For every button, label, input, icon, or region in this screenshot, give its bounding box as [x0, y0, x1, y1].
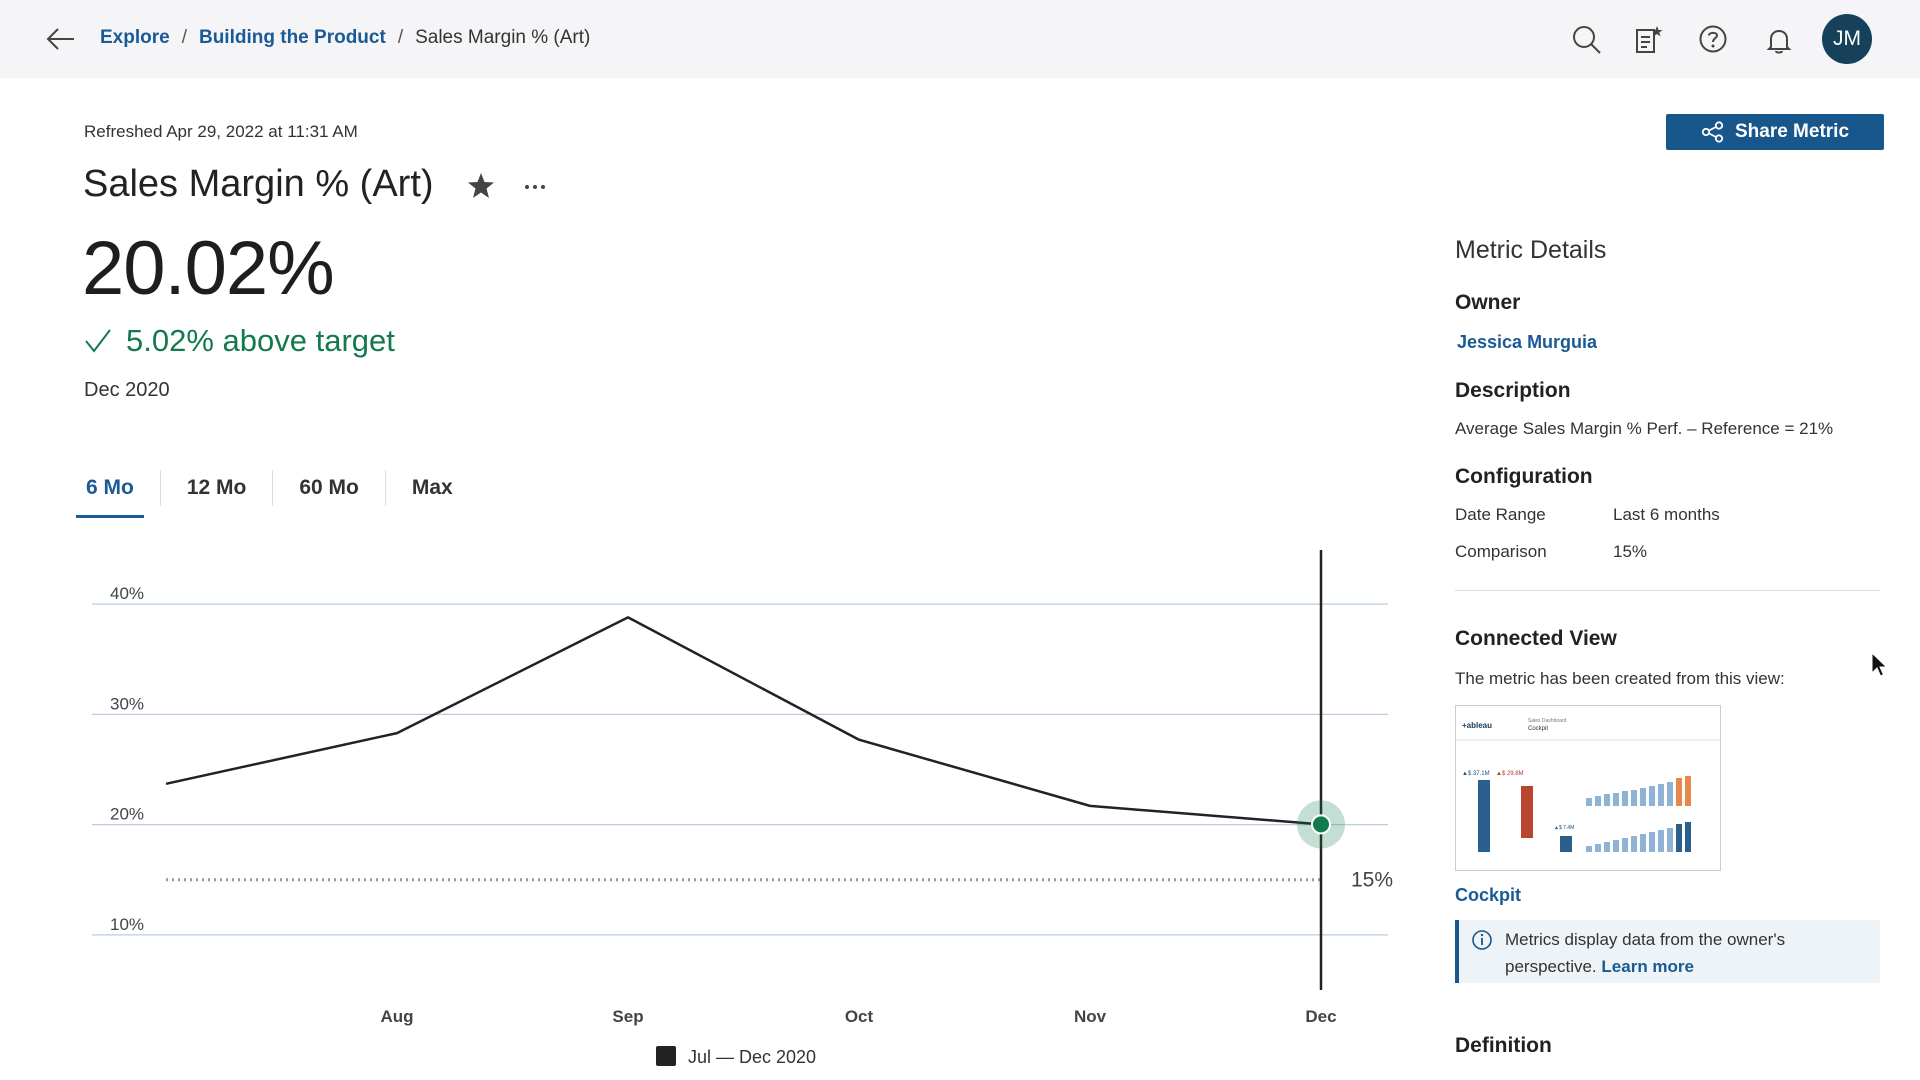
breadcrumb: Explore / Building the Product / Sales M…	[100, 27, 590, 49]
metric-details-panel: Metric Details Owner Jessica Murguia Des…	[1455, 236, 1880, 983]
owner-link[interactable]: Jessica Murguia	[1457, 332, 1598, 352]
tab-divider	[159, 470, 161, 506]
tab-60-mo[interactable]: 60 Mo	[299, 476, 359, 499]
target-label: 15%	[1351, 869, 1393, 892]
info-text-block: Metrics display data from the owner's pe…	[1505, 926, 1868, 977]
back-arrow-icon[interactable]	[44, 24, 76, 54]
x-tick-label: Nov	[1074, 1007, 1107, 1026]
metric-line-chart: 40% 30% 20% 10% 15% Aug Sep Oct Nov Dec Jul — Dec …	[92, 550, 1393, 1067]
tab-divider	[272, 470, 274, 506]
breadcrumb-explore[interactable]: Explore	[100, 27, 170, 48]
metric-period: Dec 2020	[84, 379, 170, 401]
connected-view-thumbnail[interactable]: +ableau Sales Dashboard Cockpit ▲$ 37.1M…	[1455, 705, 1721, 871]
configuration-heading: Configuration	[1455, 465, 1593, 488]
thumbnail-value: ▲$ 29.8M	[1496, 771, 1524, 777]
y-tick-label: 20%	[110, 805, 144, 824]
data-point	[626, 615, 630, 619]
data-point	[1088, 804, 1092, 808]
config-value: Last 6 months	[1613, 505, 1720, 524]
info-callout: Metrics display data from the owner's pe…	[1455, 920, 1880, 983]
divider	[1455, 590, 1880, 591]
share-metric-button[interactable]: Share Metric	[1666, 114, 1884, 150]
metric-details-title: Metric Details	[1455, 236, 1607, 264]
description-heading: Description	[1455, 379, 1571, 402]
config-row: Date Range Last 6 months	[1455, 505, 1880, 525]
share-icon	[1701, 121, 1724, 143]
definition-heading: Definition	[1455, 1034, 1552, 1057]
tab-6-mo[interactable]: 6 Mo	[76, 468, 144, 518]
refreshed-timestamp: Refreshed Apr 29, 2022 at 11:31 AM	[84, 122, 358, 141]
info-text: Metrics display data from the owner's pe…	[1505, 930, 1786, 976]
y-tick-label: 10%	[110, 915, 144, 934]
thumbnail-caption: Cockpit	[1528, 726, 1548, 732]
recents-icon[interactable]	[1634, 24, 1666, 56]
share-metric-label: Share Metric	[1734, 121, 1850, 142]
thumbnail-logo-text: +ableau	[1462, 721, 1492, 730]
target-text: 5.02% above target	[126, 323, 395, 358]
search-icon[interactable]	[1571, 24, 1603, 56]
config-value: 15%	[1613, 542, 1648, 561]
data-point	[395, 731, 399, 735]
more-options-icon[interactable]	[520, 172, 550, 202]
avatar[interactable]: JM	[1822, 14, 1872, 64]
highlight-point	[1311, 814, 1331, 835]
check-icon	[85, 329, 111, 353]
config-key: Date Range	[1455, 505, 1546, 524]
mouse-cursor-icon	[1871, 652, 1888, 677]
bell-icon[interactable]	[1763, 24, 1795, 56]
favorite-star-icon[interactable]	[465, 170, 497, 202]
connected-view-text: The metric has been created from this vi…	[1455, 669, 1785, 688]
metric-value: 20.02%	[82, 226, 335, 311]
thumbnail-value: ▲$ 37.1M	[1462, 771, 1490, 777]
target-status: 5.02% above target	[84, 323, 395, 359]
tab-divider	[384, 470, 386, 506]
thumbnail-caption-top: Sales Dashboard	[1528, 718, 1567, 724]
config-row: Comparison 15%	[1455, 542, 1880, 562]
data-point	[164, 782, 168, 786]
breadcrumb-separator: /	[181, 27, 187, 48]
page-title: Sales Margin % (Art)	[83, 163, 434, 205]
breadcrumb-building-the-product[interactable]: Building the Product	[198, 27, 386, 48]
data-point	[857, 738, 861, 742]
y-tick-label: 40%	[110, 584, 144, 603]
help-icon[interactable]	[1697, 23, 1729, 55]
x-tick-label: Sep	[612, 1007, 643, 1026]
info-icon	[1472, 930, 1492, 950]
connected-view-link[interactable]: Cockpit	[1455, 885, 1522, 905]
x-tick-label: Aug	[380, 1007, 413, 1026]
series-line	[165, 616, 1322, 826]
dashboard-thumbnail-image: +ableau Sales Dashboard Cockpit ▲$ 37.1M…	[1456, 706, 1720, 870]
description-text: Average Sales Margin % Perf. – Reference…	[1455, 419, 1834, 438]
tab-max[interactable]: Max	[411, 476, 453, 499]
connected-view-heading: Connected View	[1455, 627, 1617, 650]
x-tick-label: Dec	[1305, 1007, 1336, 1026]
tab-12-mo[interactable]: 12 Mo	[186, 476, 247, 499]
learn-more-link[interactable]: Learn more	[1601, 957, 1694, 976]
y-tick-label: 30%	[110, 694, 144, 713]
owner-heading: Owner	[1455, 291, 1521, 314]
config-key: Comparison	[1455, 542, 1547, 561]
x-tick-label: Oct	[845, 1007, 874, 1026]
breadcrumb-separator: /	[397, 27, 404, 48]
time-range-tabs: 6 Mo 12 Mo 60 Mo Max	[76, 468, 479, 518]
thumbnail-value: ▲$ 7.4M	[1554, 825, 1574, 831]
legend-swatch	[656, 1046, 676, 1066]
top-bar: Explore / Building the Product / Sales M…	[0, 0, 1920, 78]
breadcrumb-current: Sales Margin % (Art)	[415, 27, 591, 48]
legend-label: Jul — Dec 2020	[688, 1047, 816, 1067]
